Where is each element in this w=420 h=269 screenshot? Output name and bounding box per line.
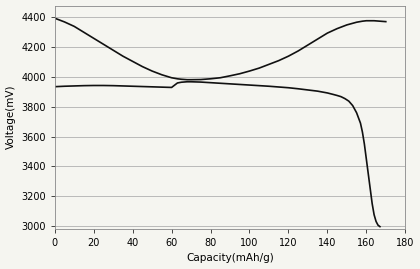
Y-axis label: Voltage(mV): Voltage(mV): [5, 85, 16, 150]
X-axis label: Capacity(mAh/g): Capacity(mAh/g): [186, 253, 274, 263]
